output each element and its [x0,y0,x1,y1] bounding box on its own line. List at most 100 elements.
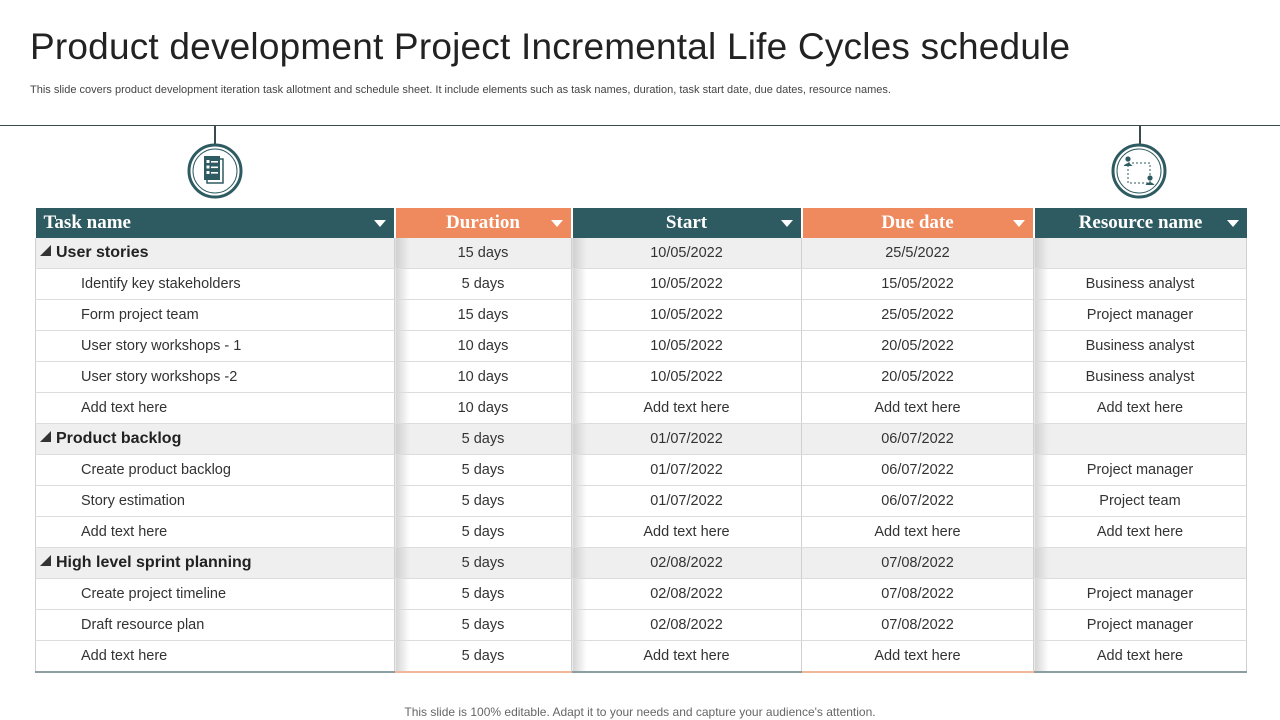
duration-cell: 5 days [394,547,572,579]
table-row: Story estimation 5 days 01/07/2022 06/07/20… [35,485,1247,517]
header-duration[interactable]: Duration [394,208,573,238]
start-cell: Add text here [571,640,802,673]
task-name-cell: User story workshops - 1 [35,330,395,362]
cell-text: 25/05/2022 [881,307,954,323]
resource-cell: Project manager [1033,454,1247,486]
header-resource-name[interactable]: Resource name [1033,208,1247,238]
group-row: High level sprint planning 5 days 02/08/20… [35,547,1247,579]
due-date-cell: 06/07/2022 [801,454,1034,486]
header-due-date[interactable]: Due date [801,208,1035,238]
cell-text: 02/08/2022 [650,617,723,633]
start-cell: 10/05/2022 [571,268,802,300]
task-name-cell: Create product backlog [35,454,395,486]
start-cell: Add text here [571,392,802,424]
due-date-cell: 20/05/2022 [801,361,1034,393]
cell-text: Add text here [81,400,168,416]
cell-text: Add text here [874,524,961,540]
cell-text: Form project team [81,307,199,323]
duration-cell: 10 days [394,361,572,393]
due-date-cell: 15/05/2022 [801,268,1034,300]
cell-text: Add text here [81,524,168,540]
cell-text: Add text here [874,648,961,664]
cell-text: Identify key stakeholders [81,276,241,292]
due-date-cell: 25/05/2022 [801,299,1034,331]
cell-text: 5 days [461,431,505,447]
task-name-cell: User story workshops -2 [35,361,395,393]
filter-dropdown-icon[interactable] [1226,220,1239,227]
cell-text: 20/05/2022 [881,369,954,385]
cell-text: 5 days [461,462,505,478]
cell-text: 10/05/2022 [650,338,723,354]
due-date-cell: 20/05/2022 [801,330,1034,362]
cell-text: 10/05/2022 [650,307,723,323]
schedule-table: Task name Duration Start Due date Resour… [35,208,1247,673]
task-name-cell: Identify key stakeholders [35,268,395,300]
cell-text: 5 days [461,586,505,602]
start-cell: 01/07/2022 [571,423,802,455]
filter-dropdown-icon[interactable] [780,220,793,227]
header-label: Due date [881,212,954,233]
start-cell: 02/08/2022 [571,547,802,579]
cell-text: 10 days [457,338,509,354]
cell-text: 02/08/2022 [650,555,723,571]
cell-text: 5 days [461,648,505,664]
cell-text: Product backlog [56,430,182,447]
group-row: User stories 15 days 10/05/2022 25/5/2022 [35,238,1247,269]
divider-line [0,125,1280,126]
cell-text: Project manager [1086,462,1194,478]
resource-cell: Add text here [1033,640,1247,673]
cell-text: Create project timeline [81,586,227,602]
cell-text: 10/05/2022 [650,369,723,385]
resource-cell [1033,238,1247,269]
cell-text: 5 days [461,617,505,633]
resource-cell: Project team [1033,485,1247,517]
cell-text: 02/08/2022 [650,586,723,602]
resource-cell [1033,423,1247,455]
cell-text: 10 days [457,400,509,416]
duration-cell: 10 days [394,330,572,362]
cell-text: 07/08/2022 [881,586,954,602]
due-date-cell: 06/07/2022 [801,423,1034,455]
header-task-name[interactable]: Task name [35,208,396,238]
cell-text: Business analyst [1085,369,1195,385]
collapse-triangle-icon[interactable] [40,431,51,442]
task-name-cell: Story estimation [35,485,395,517]
due-date-cell: 07/08/2022 [801,578,1034,610]
task-name-cell: Create project timeline [35,578,395,610]
table-row: Add text here 5 days Add text here Add text… [35,516,1247,548]
cell-text: Add text here [643,400,730,416]
start-cell: 02/08/2022 [571,578,802,610]
cell-text: Add text here [1096,648,1184,664]
cell-text: 15/05/2022 [881,276,954,292]
due-date-cell: 06/07/2022 [801,485,1034,517]
cell-text: Add text here [643,524,730,540]
cell-text: Project manager [1086,586,1194,602]
cell-text: Create product backlog [81,462,231,478]
table-row: Add text here 5 days Add text here Add text… [35,640,1247,673]
collapse-triangle-icon[interactable] [40,555,51,566]
connector-line-right [1139,126,1141,144]
task-name-cell: User stories [35,238,395,269]
filter-dropdown-icon[interactable] [550,220,563,227]
duration-cell: 5 days [394,609,572,641]
start-cell: Add text here [571,516,802,548]
duration-cell: 5 days [394,485,572,517]
cell-text: 5 days [461,493,505,509]
due-date-cell: 25/5/2022 [801,238,1034,269]
filter-dropdown-icon[interactable] [1012,220,1025,227]
cell-text: 10 days [457,369,509,385]
resource-network-icon [1111,143,1167,199]
table-header-row: Task name Duration Start Due date Resour… [35,208,1247,238]
cell-text: 01/07/2022 [650,493,723,509]
cell-text: 10/05/2022 [650,245,723,261]
table-row: User story workshops - 1 10 days 10/05/202… [35,330,1247,362]
task-name-cell: Add text here [35,640,395,673]
filter-dropdown-icon[interactable] [373,220,386,227]
cell-text: 06/07/2022 [881,462,954,478]
collapse-triangle-icon[interactable] [40,245,51,256]
cell-text: User stories [56,244,149,261]
start-cell: 01/07/2022 [571,454,802,486]
resource-cell: Add text here [1033,516,1247,548]
header-start[interactable]: Start [571,208,803,238]
cell-text: 25/5/2022 [885,245,950,261]
